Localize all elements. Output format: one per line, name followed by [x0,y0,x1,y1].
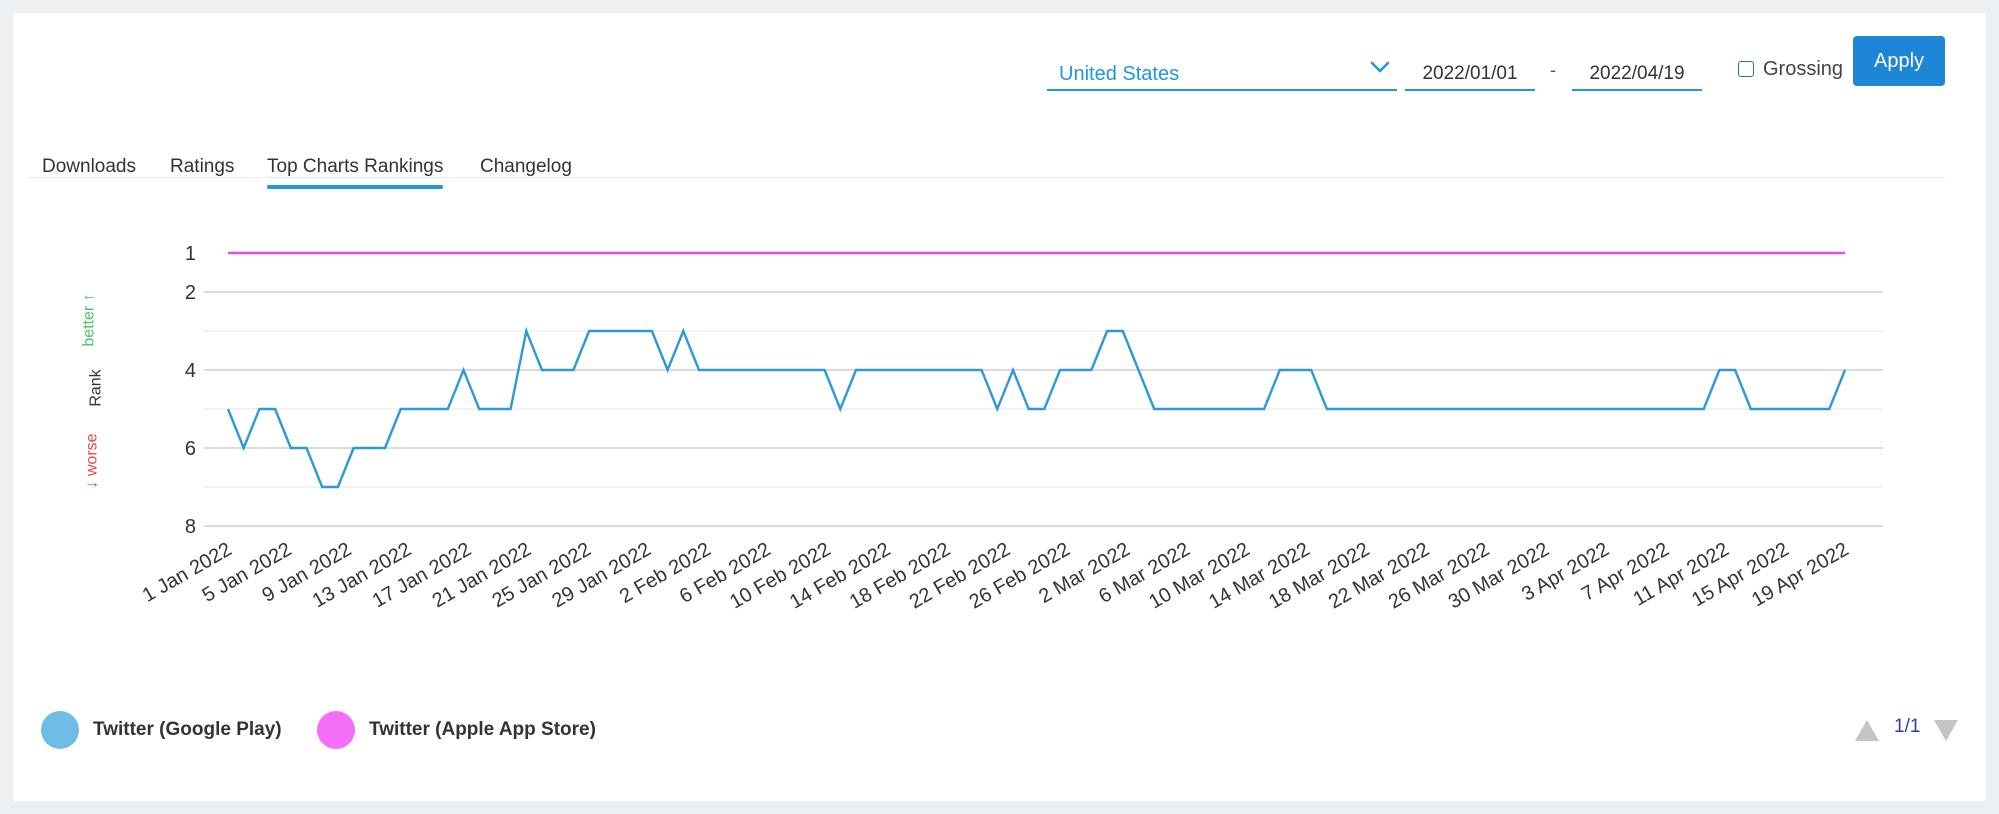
date-separator: - [1550,60,1556,80]
country-select[interactable]: United States [1047,47,1397,91]
page-down-icon[interactable] [1934,720,1958,741]
tab-changelog[interactable]: Changelog [480,156,572,177]
legend-google-play[interactable]: Twitter (Google Play) [41,711,282,749]
y-tick-label: 8 [185,516,196,538]
series-line-google-play [226,326,1847,489]
checkbox-box[interactable] [1738,61,1754,77]
grossing-checkbox[interactable]: Grossing [1738,54,1843,84]
grossing-label: Grossing [1763,57,1844,80]
y-tick-label: 4 [185,360,196,382]
tab-top-charts-rankings[interactable]: Top Charts Rankings [267,156,444,189]
legend-label-google-play: Twitter (Google Play) [93,719,282,740]
apply-button[interactable]: Apply [1853,36,1945,86]
tab-ratings[interactable]: Ratings [170,156,235,177]
y-tick-label: 2 [185,282,196,304]
card [13,13,1986,801]
y-tick-label: 1 [185,243,196,265]
y-ticks: 1 2 4 6 8 [185,243,196,538]
y-tick-label: 6 [185,438,196,460]
legend-dot-google-play [41,711,79,749]
pager-label: 1/1 [1894,716,1921,737]
date-to-input[interactable]: 2022/04/19 [1572,47,1702,91]
country-select-label: United States [1059,63,1180,85]
date-from-input[interactable]: 2022/01/01 [1405,47,1535,91]
legend-dot-apple [317,711,355,749]
series-lines [226,251,1847,489]
legend-apple[interactable]: Twitter (Apple App Store) [317,711,596,749]
legend-label-apple: Twitter (Apple App Store) [369,719,596,740]
tab-downloads[interactable]: Downloads [42,156,136,177]
page-up-icon[interactable] [1855,720,1879,741]
chevron-down-icon [1370,61,1390,73]
tab-bar: Downloads Ratings Top Charts Rankings Ch… [28,140,1945,189]
